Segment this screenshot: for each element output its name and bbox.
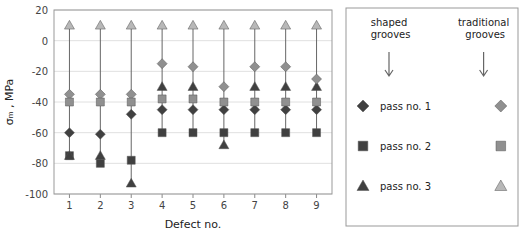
point — [96, 159, 104, 167]
point — [188, 82, 198, 91]
legend-arrow — [385, 52, 393, 76]
y-tick-label: -20 — [32, 66, 48, 77]
y-tick-label: -40 — [32, 97, 48, 108]
point — [188, 62, 198, 72]
x-tick-label: 9 — [313, 200, 319, 211]
grid-line — [54, 163, 332, 164]
plot-frame — [54, 10, 332, 194]
x-tick — [316, 194, 317, 198]
point — [95, 151, 105, 160]
x-tick — [254, 194, 255, 198]
legend-marker — [495, 180, 507, 191]
point — [127, 156, 135, 164]
point — [64, 20, 74, 29]
legend-label: pass no. 2 — [380, 141, 431, 152]
x-axis-label: Defect no. — [165, 218, 222, 231]
x-tick — [193, 194, 194, 198]
point — [250, 62, 260, 72]
y-tick-label: -80 — [32, 158, 48, 169]
x-tick — [162, 194, 163, 198]
legend-header: shaped grooves — [368, 17, 411, 40]
point — [251, 129, 259, 137]
connector — [162, 25, 163, 132]
point — [157, 59, 167, 69]
point — [158, 95, 166, 103]
x-tick — [223, 194, 224, 198]
x-tick-label: 7 — [252, 200, 258, 211]
point — [158, 129, 166, 137]
legend: shaped grooves traditional grooves pass no… — [346, 8, 518, 226]
point — [282, 98, 290, 106]
point — [189, 129, 197, 137]
point — [250, 82, 260, 91]
point — [189, 95, 197, 103]
legend-box — [346, 8, 518, 226]
point — [188, 105, 198, 115]
point — [219, 20, 229, 29]
legend-marker — [357, 180, 369, 191]
x-tick-label: 6 — [221, 200, 227, 211]
point — [281, 20, 291, 29]
point — [126, 178, 136, 187]
connector — [285, 25, 286, 132]
point — [188, 20, 198, 29]
y-tick-label: 20 — [35, 5, 48, 16]
x-tick-label: 5 — [190, 200, 196, 211]
point — [95, 20, 105, 29]
x-tick — [69, 194, 70, 198]
point — [157, 105, 167, 115]
point — [157, 20, 167, 29]
y-axis-label: σₘ , MPa — [3, 79, 16, 126]
point — [312, 20, 322, 29]
point — [127, 98, 135, 106]
point — [126, 109, 136, 119]
legend-arrow — [480, 52, 488, 76]
point — [281, 62, 291, 72]
point — [219, 140, 229, 149]
connector — [254, 25, 255, 132]
point — [95, 129, 105, 139]
point — [220, 129, 228, 137]
point — [282, 129, 290, 137]
y-tick-label: -60 — [32, 128, 48, 139]
x-tick-label: 2 — [97, 200, 103, 211]
point — [312, 74, 322, 84]
point — [313, 98, 321, 106]
legend-label: pass no. 3 — [380, 181, 431, 192]
point — [219, 82, 229, 92]
y-tick-label: -100 — [25, 189, 48, 200]
point — [65, 152, 73, 160]
x-tick-label: 8 — [282, 200, 288, 211]
point — [251, 98, 259, 106]
x-tick — [285, 194, 286, 198]
x-tick-label: 4 — [159, 200, 165, 211]
legend-label: pass no. 1 — [380, 101, 431, 112]
point — [157, 82, 167, 91]
legend-marker — [357, 100, 369, 112]
plot-marks — [64, 20, 321, 187]
legend-header: traditional grooves — [458, 17, 509, 40]
x-tick — [131, 194, 132, 198]
point — [250, 20, 260, 29]
point — [64, 128, 74, 138]
x-tick-label: 1 — [66, 200, 72, 211]
chart: -100 -80 -60 -40 -20 0 20 1 2 3 4 5 6 7 8 9 Defect no. σₘ… — [0, 0, 526, 234]
point — [65, 98, 73, 106]
y-tick-label: 0 — [42, 36, 48, 47]
legend-marker — [496, 141, 506, 151]
point — [281, 82, 291, 91]
point — [126, 20, 136, 29]
x-tick-label: 3 — [128, 200, 134, 211]
point — [64, 151, 74, 160]
connector — [193, 25, 194, 132]
legend-marker — [358, 141, 368, 151]
legend-marker — [495, 100, 507, 112]
point — [96, 98, 104, 106]
x-tick — [100, 194, 101, 198]
point — [313, 129, 321, 137]
point — [220, 98, 228, 106]
plot-area — [54, 10, 332, 194]
